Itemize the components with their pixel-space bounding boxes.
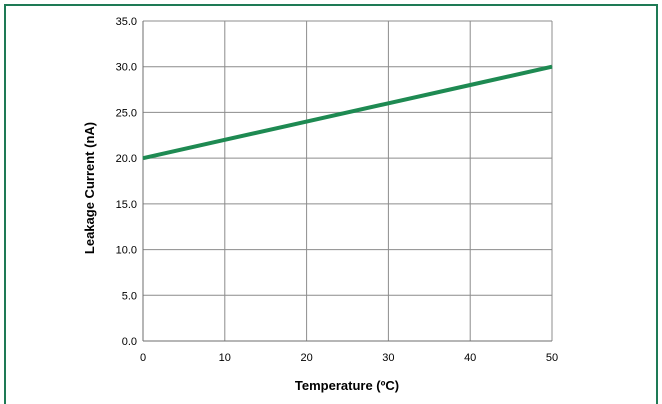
data-point	[306, 121, 308, 123]
y-tick-label: 5.0	[122, 290, 137, 302]
grid	[142, 20, 553, 342]
x-tick-label: 10	[219, 352, 231, 364]
leakage-current-chart: 0.0 5.0 10.0 15.0 20.0 25.0 30.0 35.0 0 10 20 30 40…	[82, 16, 558, 393]
x-tick-label: 0	[140, 352, 146, 364]
x-axis-title: Temperature (ºC)	[295, 378, 399, 393]
series-layer	[142, 64, 553, 161]
y-tick-label: 30.0	[116, 62, 137, 74]
x-tick-label: 20	[300, 352, 312, 364]
x-tick-label: 50	[546, 352, 558, 364]
data-point	[387, 102, 389, 104]
y-tick-label: 0.0	[122, 336, 137, 348]
y-tick-label: 35.0	[116, 16, 137, 28]
y-tick-label: 25.0	[116, 107, 137, 119]
y-tick-label: 20.0	[116, 153, 137, 165]
series-line	[142, 64, 553, 161]
x-tick-label: 40	[464, 352, 476, 364]
y-axis-title: Leakage Current (nA)	[82, 122, 97, 254]
data-point	[224, 139, 226, 141]
data-point	[142, 157, 144, 159]
x-tick-labels: 0 10 20 30 40 50	[140, 352, 558, 364]
data-point	[469, 84, 471, 86]
y-tick-label: 15.0	[116, 199, 137, 211]
data-point	[551, 66, 553, 68]
y-tick-labels: 0.0 5.0 10.0 15.0 20.0 25.0 30.0 35.0	[116, 16, 137, 348]
x-tick-label: 30	[382, 352, 394, 364]
y-tick-label: 10.0	[116, 245, 137, 257]
